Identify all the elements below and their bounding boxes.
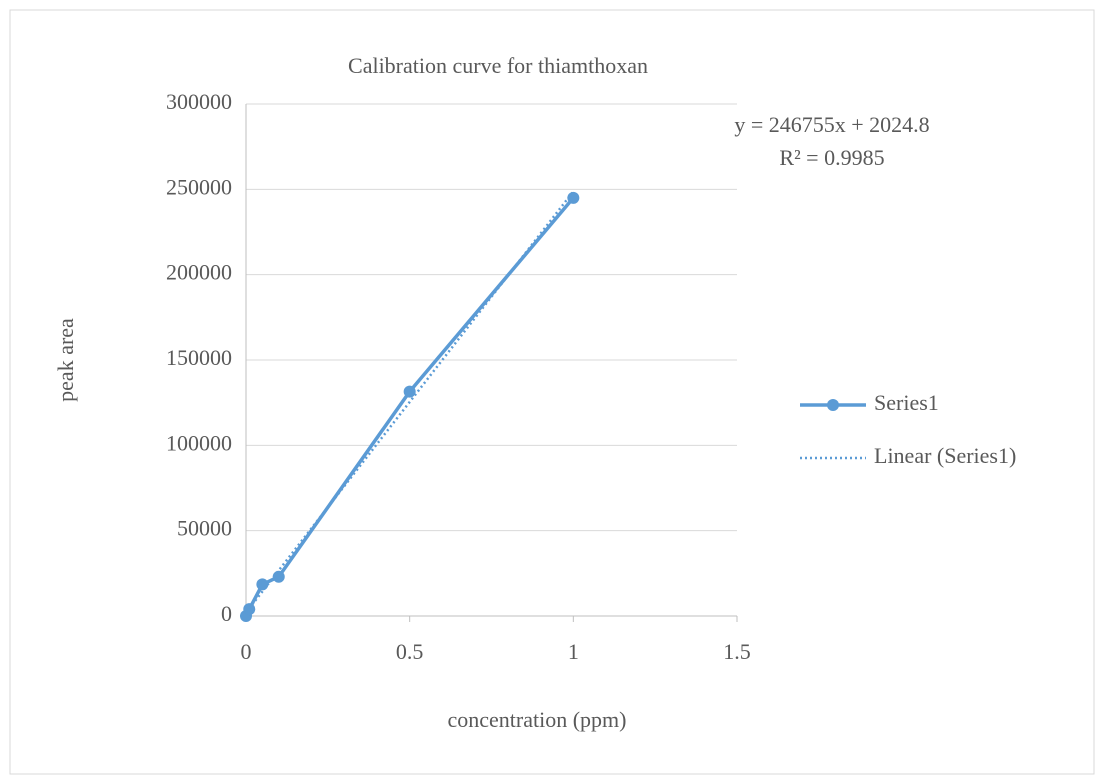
marker (272, 570, 285, 583)
r-squared: R² = 0.9985 (779, 145, 884, 170)
marker (243, 603, 256, 616)
marker (403, 385, 416, 398)
x-axis-label: concentration (ppm) (448, 707, 627, 732)
y-tick-label: 50000 (177, 516, 232, 541)
x-tick-label: 0 (241, 639, 252, 664)
x-tick-label: 1.5 (723, 639, 751, 664)
chart-title: Calibration curve for thiamthoxan (348, 53, 648, 78)
marker (567, 191, 580, 204)
x-tick-label: 0.5 (396, 639, 424, 664)
y-tick-label: 100000 (166, 430, 232, 455)
legend-marker (827, 399, 839, 411)
y-tick-label: 0 (221, 601, 232, 626)
y-tick-label: 300000 (166, 89, 232, 114)
y-tick-label: 200000 (166, 260, 232, 285)
chart-frame (9, 9, 1095, 775)
trendline-equation: y = 246755x + 2024.8 (734, 112, 929, 137)
legend-label: Linear (Series1) (874, 443, 1016, 468)
y-axis-label: peak area (53, 318, 78, 402)
marker (256, 578, 269, 591)
y-tick-label: 150000 (166, 345, 232, 370)
y-tick-label: 250000 (166, 174, 232, 199)
trendline (245, 190, 575, 614)
x-tick-label: 1 (568, 639, 579, 664)
legend-label: Series1 (874, 390, 939, 415)
